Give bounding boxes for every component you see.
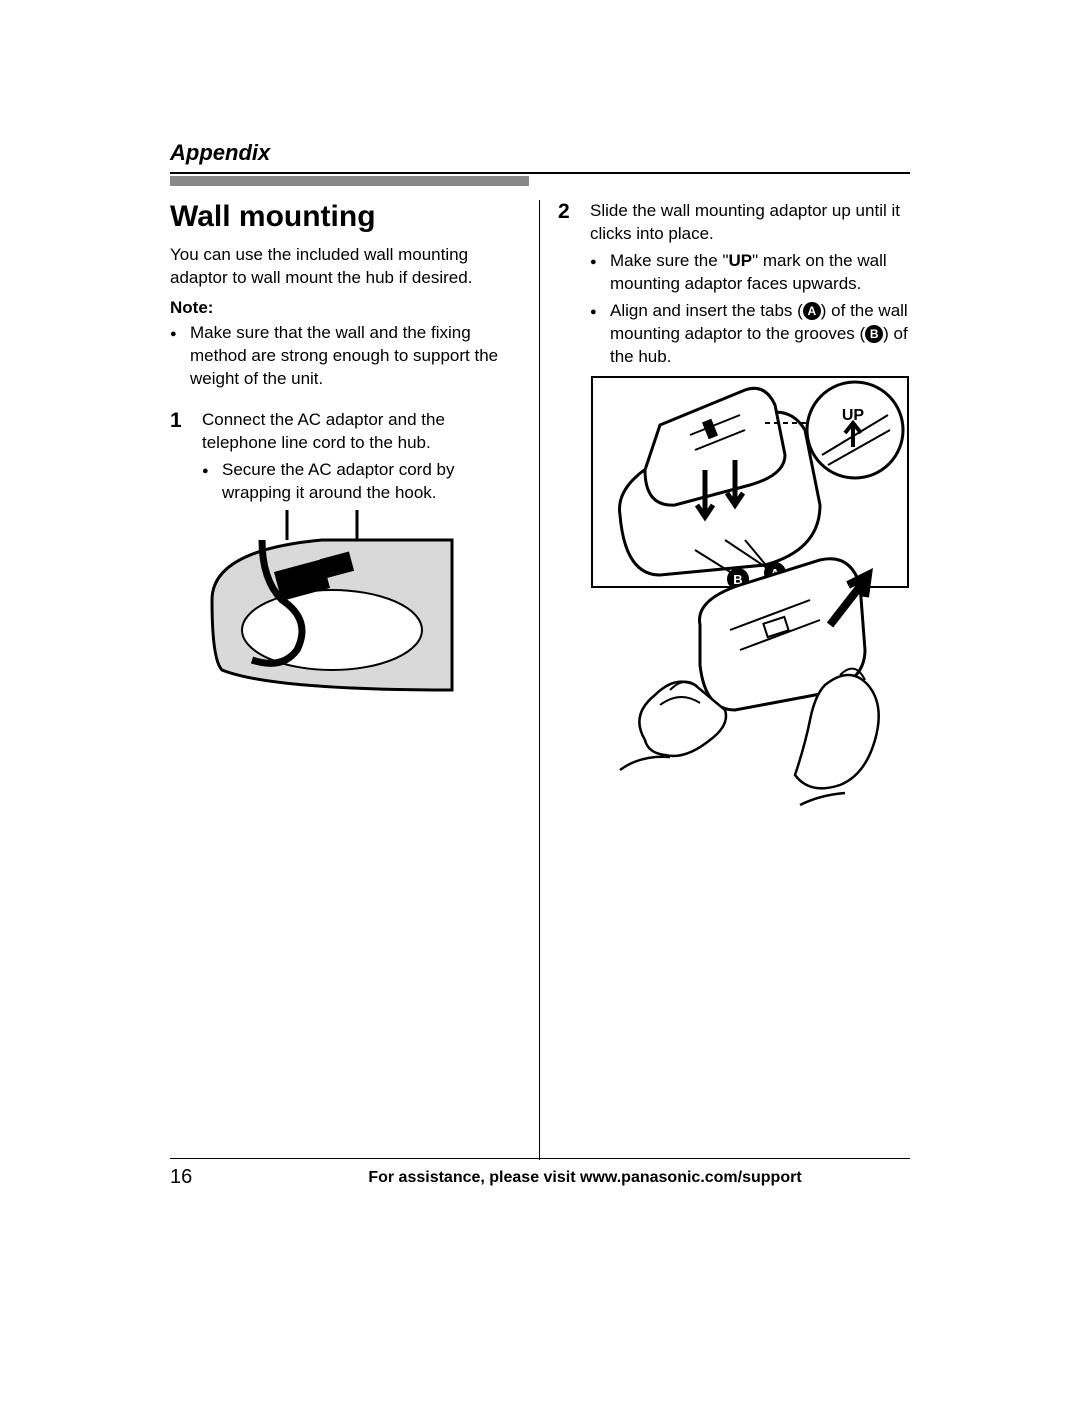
step-2-sublist: Make sure the "UP" mark on the wall moun… bbox=[590, 250, 910, 369]
cord-hook-illustration bbox=[202, 510, 462, 700]
note-label: Note: bbox=[170, 298, 521, 318]
circled-a-inline: A bbox=[803, 302, 821, 320]
step-2-text: Slide the wall mounting adaptor up until… bbox=[590, 200, 910, 246]
step-1: 1 Connect the AC adaptor and the telepho… bbox=[170, 409, 521, 706]
footer-divider bbox=[170, 1158, 910, 1159]
note-list: Make sure that the wall and the fixing m… bbox=[170, 322, 521, 391]
intro-text: You can use the included wall mounting a… bbox=[170, 244, 521, 290]
step-2: 2 Slide the wall mounting adaptor up unt… bbox=[558, 200, 910, 820]
step-2-sub1: Make sure the "UP" mark on the wall moun… bbox=[590, 250, 910, 296]
right-column: 2 Slide the wall mounting adaptor up unt… bbox=[539, 200, 910, 1160]
section-label: Appendix bbox=[170, 140, 910, 166]
step-2-sub2: Align and insert the tabs (A) of the wal… bbox=[590, 300, 910, 369]
gray-bar bbox=[170, 176, 529, 186]
step-1-sublist: Secure the AC adaptor cord by wrapping i… bbox=[202, 459, 521, 505]
page-number: 16 bbox=[170, 1166, 260, 1189]
step-2-body: Slide the wall mounting adaptor up until… bbox=[590, 200, 910, 820]
divider-top bbox=[170, 172, 910, 174]
sub1-up: UP bbox=[728, 251, 752, 270]
sub2-a: Align and insert the tabs ( bbox=[610, 301, 803, 320]
page-title: Wall mounting bbox=[170, 200, 521, 234]
circled-b-inline: B bbox=[865, 325, 883, 343]
footer: 16 For assistance, please visit www.pana… bbox=[170, 1166, 910, 1189]
step-1-text: Connect the AC adaptor and the telephone… bbox=[202, 409, 521, 455]
step-1-number: 1 bbox=[170, 409, 188, 706]
left-column: Wall mounting You can use the included w… bbox=[170, 200, 539, 1160]
illustration-1 bbox=[202, 510, 521, 705]
step-1-sub: Secure the AC adaptor cord by wrapping i… bbox=[202, 459, 521, 505]
step-1-body: Connect the AC adaptor and the telephone… bbox=[202, 409, 521, 706]
step-2-number: 2 bbox=[558, 200, 576, 820]
wall-mount-illustration: UP A B bbox=[590, 375, 910, 815]
note-bullet: Make sure that the wall and the fixing m… bbox=[170, 322, 521, 391]
columns: Wall mounting You can use the included w… bbox=[170, 200, 910, 1160]
illustration-2: UP A B bbox=[590, 375, 910, 820]
sub1-a: Make sure the " bbox=[610, 251, 728, 270]
footer-text: For assistance, please visit www.panason… bbox=[260, 1169, 910, 1187]
